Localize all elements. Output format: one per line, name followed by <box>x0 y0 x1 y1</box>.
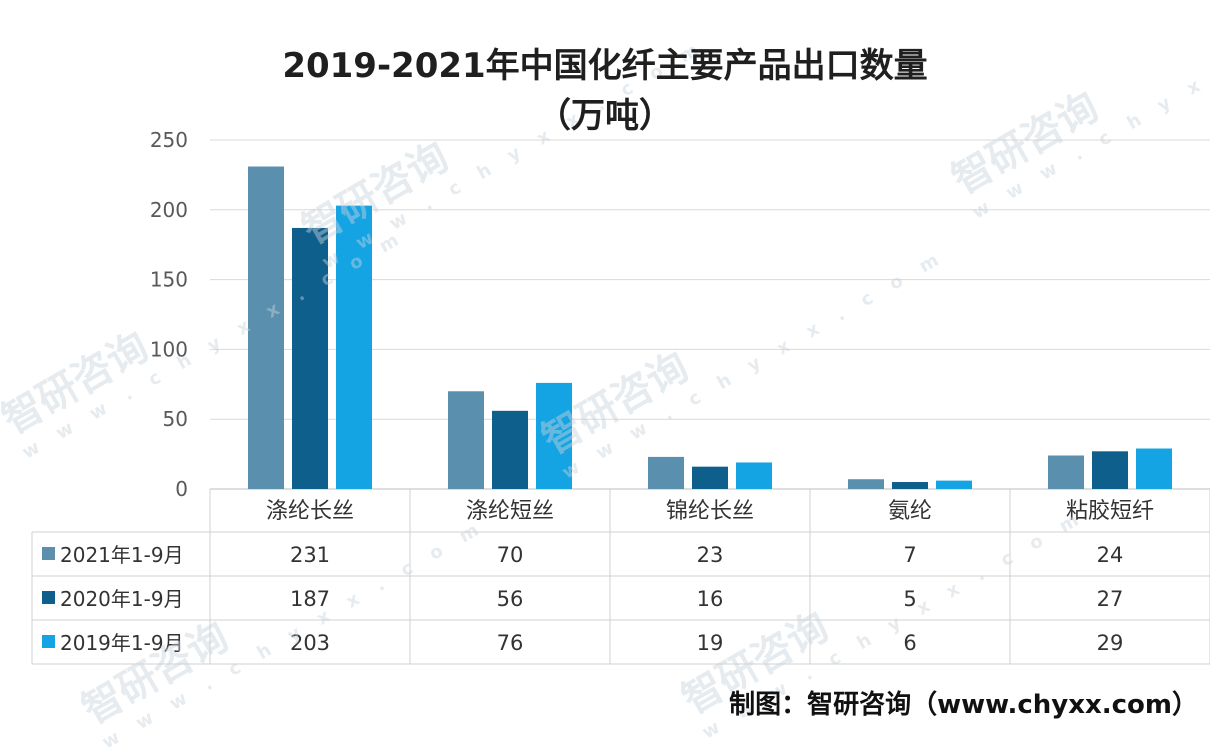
bar <box>1136 448 1172 489</box>
category-label: 氨纶 <box>888 499 932 524</box>
y-tick-label: 0 <box>175 477 188 501</box>
chart-subtitle-unit: （万吨） <box>537 96 673 136</box>
legend-key <box>42 547 55 560</box>
bar <box>692 466 728 489</box>
table-value: 5 <box>903 587 916 611</box>
bar <box>1092 451 1128 489</box>
bar <box>536 382 572 489</box>
table-value: 203 <box>290 631 330 655</box>
table-value: 6 <box>903 631 916 655</box>
table-value: 29 <box>1097 631 1124 655</box>
bar <box>936 480 972 489</box>
category-label: 粘胶短纤 <box>1066 499 1154 524</box>
source-note: 制图：智研咨询（www.chyxx.com） <box>729 690 1198 720</box>
series-name: 2021年1-9月 <box>60 543 184 567</box>
y-tick-label: 50 <box>163 407 188 431</box>
table-value: 24 <box>1097 543 1124 567</box>
bar <box>848 479 884 489</box>
y-tick-label: 150 <box>150 268 188 292</box>
table-value: 76 <box>497 631 524 655</box>
bar <box>248 166 284 490</box>
y-tick-label: 200 <box>150 198 188 222</box>
series-name: 2020年1-9月 <box>60 587 184 611</box>
y-tick-label: 250 <box>150 128 188 152</box>
bar <box>336 205 372 489</box>
bar <box>448 391 484 489</box>
category-label: 涤纶长丝 <box>266 499 354 524</box>
y-tick-label: 100 <box>150 337 188 361</box>
bar <box>892 482 928 489</box>
table-value: 56 <box>497 587 524 611</box>
bar <box>736 462 772 489</box>
table-value: 70 <box>497 543 524 567</box>
legend-key <box>42 591 55 604</box>
bar <box>1048 455 1084 489</box>
table-value: 7 <box>903 543 916 567</box>
table-value: 231 <box>290 543 330 567</box>
category-label: 涤纶短丝 <box>466 499 554 524</box>
category-label: 锦纶长丝 <box>666 499 754 524</box>
chart-title: 2019-2021年中国化纤主要产品出口数量 <box>282 46 928 86</box>
table-value: 27 <box>1097 587 1124 611</box>
table-value: 23 <box>697 543 724 567</box>
bar <box>292 227 328 489</box>
bar <box>648 456 684 489</box>
bar <box>492 410 528 489</box>
legend-key <box>42 635 55 648</box>
series-name: 2019年1-9月 <box>60 631 184 655</box>
bar-chart: 0 50 100 150 200 250 涤纶长丝 涤纶短丝 锦纶长丝 氨纶 粘胶短纤 2021年1-… <box>31 128 1210 665</box>
table-value: 187 <box>290 587 330 611</box>
table-value: 16 <box>697 587 724 611</box>
table-value: 19 <box>697 631 724 655</box>
